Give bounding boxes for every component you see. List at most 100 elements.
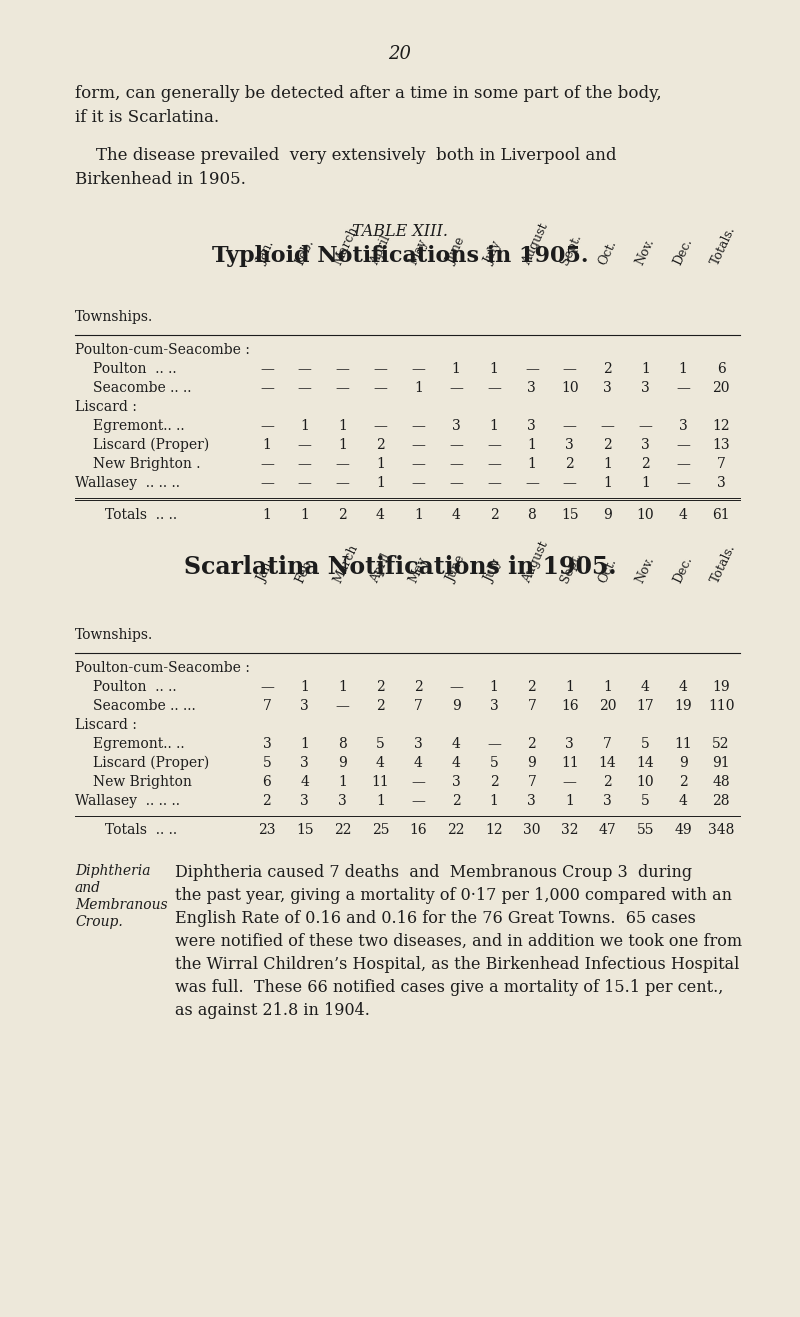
Text: —: — (601, 419, 614, 433)
Text: March: March (331, 543, 360, 585)
Text: 1: 1 (603, 457, 612, 471)
Text: Feb.: Feb. (293, 237, 316, 267)
Text: Feb.: Feb. (293, 554, 316, 585)
Text: Wallasey  .. .. ..: Wallasey .. .. .. (75, 794, 180, 809)
Text: 4: 4 (376, 508, 385, 522)
Text: 1: 1 (641, 362, 650, 375)
Text: 3: 3 (452, 774, 461, 789)
Text: Diphtheria caused 7 deaths  and  Membranous Croup 3  during: Diphtheria caused 7 deaths and Membranou… (175, 864, 692, 881)
Text: Seacombe .. ...: Seacombe .. ... (93, 699, 196, 712)
Text: 49: 49 (674, 823, 692, 838)
Text: Liscard :: Liscard : (75, 718, 137, 732)
Text: 3: 3 (527, 419, 536, 433)
Text: —: — (260, 381, 274, 395)
Text: 2: 2 (376, 699, 385, 712)
Text: 348: 348 (708, 823, 734, 838)
Text: May: May (406, 554, 430, 585)
Text: —: — (298, 439, 312, 452)
Text: 28: 28 (712, 794, 730, 809)
Text: April: April (369, 233, 394, 267)
Text: 4: 4 (641, 680, 650, 694)
Text: 61: 61 (712, 508, 730, 522)
Text: 9: 9 (527, 756, 536, 770)
Text: 22: 22 (334, 823, 351, 838)
Text: Sept.: Sept. (558, 549, 583, 585)
Text: 3: 3 (566, 439, 574, 452)
Text: Poulton-cum-Seacombe :: Poulton-cum-Seacombe : (75, 661, 250, 676)
Text: 4: 4 (414, 756, 422, 770)
Text: Poulton-cum-Seacombe :: Poulton-cum-Seacombe : (75, 342, 250, 357)
Text: 1: 1 (490, 419, 498, 433)
Text: 3: 3 (452, 419, 461, 433)
Text: 2: 2 (527, 680, 536, 694)
Text: 15: 15 (296, 823, 314, 838)
Text: 2: 2 (338, 508, 347, 522)
Text: Egremont.. ..: Egremont.. .. (93, 738, 185, 751)
Text: 32: 32 (561, 823, 578, 838)
Text: —: — (450, 381, 463, 395)
Text: 3: 3 (717, 475, 726, 490)
Text: Seacombe .. ..: Seacombe .. .. (93, 381, 191, 395)
Text: 23: 23 (258, 823, 276, 838)
Text: 1: 1 (603, 475, 612, 490)
Text: 19: 19 (674, 699, 692, 712)
Text: 2: 2 (603, 362, 612, 375)
Text: August: August (520, 221, 550, 267)
Text: 1: 1 (527, 457, 536, 471)
Text: 1: 1 (338, 439, 347, 452)
Text: Jan.: Jan. (255, 557, 278, 585)
Text: 4: 4 (300, 774, 310, 789)
Text: —: — (298, 381, 312, 395)
Text: —: — (411, 794, 426, 809)
Text: —: — (411, 475, 426, 490)
Text: —: — (450, 439, 463, 452)
Text: 1: 1 (566, 680, 574, 694)
Text: —: — (411, 362, 426, 375)
Text: Dec.: Dec. (671, 236, 695, 267)
Text: the past year, giving a mortality of 0·17 per 1,000 compared with an: the past year, giving a mortality of 0·1… (175, 888, 732, 903)
Text: 6: 6 (262, 774, 271, 789)
Text: 15: 15 (561, 508, 578, 522)
Text: 17: 17 (637, 699, 654, 712)
Text: —: — (525, 475, 538, 490)
Text: July: July (482, 240, 504, 267)
Text: 16: 16 (410, 823, 427, 838)
Text: August: August (520, 539, 550, 585)
Text: —: — (260, 362, 274, 375)
Text: —: — (411, 457, 426, 471)
Text: 5: 5 (641, 738, 650, 751)
Text: 4: 4 (452, 756, 461, 770)
Text: 5: 5 (376, 738, 385, 751)
Text: 20: 20 (389, 45, 411, 63)
Text: 1: 1 (300, 508, 310, 522)
Text: Totals  .. ..: Totals .. .. (105, 823, 177, 838)
Text: 1: 1 (262, 439, 271, 452)
Text: —: — (450, 475, 463, 490)
Text: 1: 1 (490, 362, 498, 375)
Text: 1: 1 (338, 774, 347, 789)
Text: —: — (562, 419, 577, 433)
Text: Totals  .. ..: Totals .. .. (105, 508, 177, 522)
Text: —: — (638, 419, 652, 433)
Text: 1: 1 (527, 439, 536, 452)
Text: Dec.: Dec. (671, 553, 695, 585)
Text: 4: 4 (452, 508, 461, 522)
Text: Croup.: Croup. (75, 915, 122, 928)
Text: TABLE XIII.: TABLE XIII. (352, 223, 448, 240)
Text: 2: 2 (262, 794, 271, 809)
Text: 2: 2 (603, 439, 612, 452)
Text: were notified of these two diseases, and in addition we took one from: were notified of these two diseases, and… (175, 932, 742, 950)
Text: if it is Scarlatina.: if it is Scarlatina. (75, 109, 219, 126)
Text: 8: 8 (338, 738, 347, 751)
Text: —: — (676, 475, 690, 490)
Text: 9: 9 (603, 508, 612, 522)
Text: Liscard :: Liscard : (75, 400, 137, 414)
Text: 3: 3 (300, 756, 309, 770)
Text: form, can generally be detected after a time in some part of the body,: form, can generally be detected after a … (75, 86, 662, 101)
Text: 3: 3 (262, 738, 271, 751)
Text: 1: 1 (300, 680, 310, 694)
Text: 4: 4 (452, 738, 461, 751)
Text: —: — (374, 362, 387, 375)
Text: 1: 1 (414, 381, 422, 395)
Text: the Wirral Children’s Hospital, as the Birkenhead Infectious Hospital: the Wirral Children’s Hospital, as the B… (175, 956, 739, 973)
